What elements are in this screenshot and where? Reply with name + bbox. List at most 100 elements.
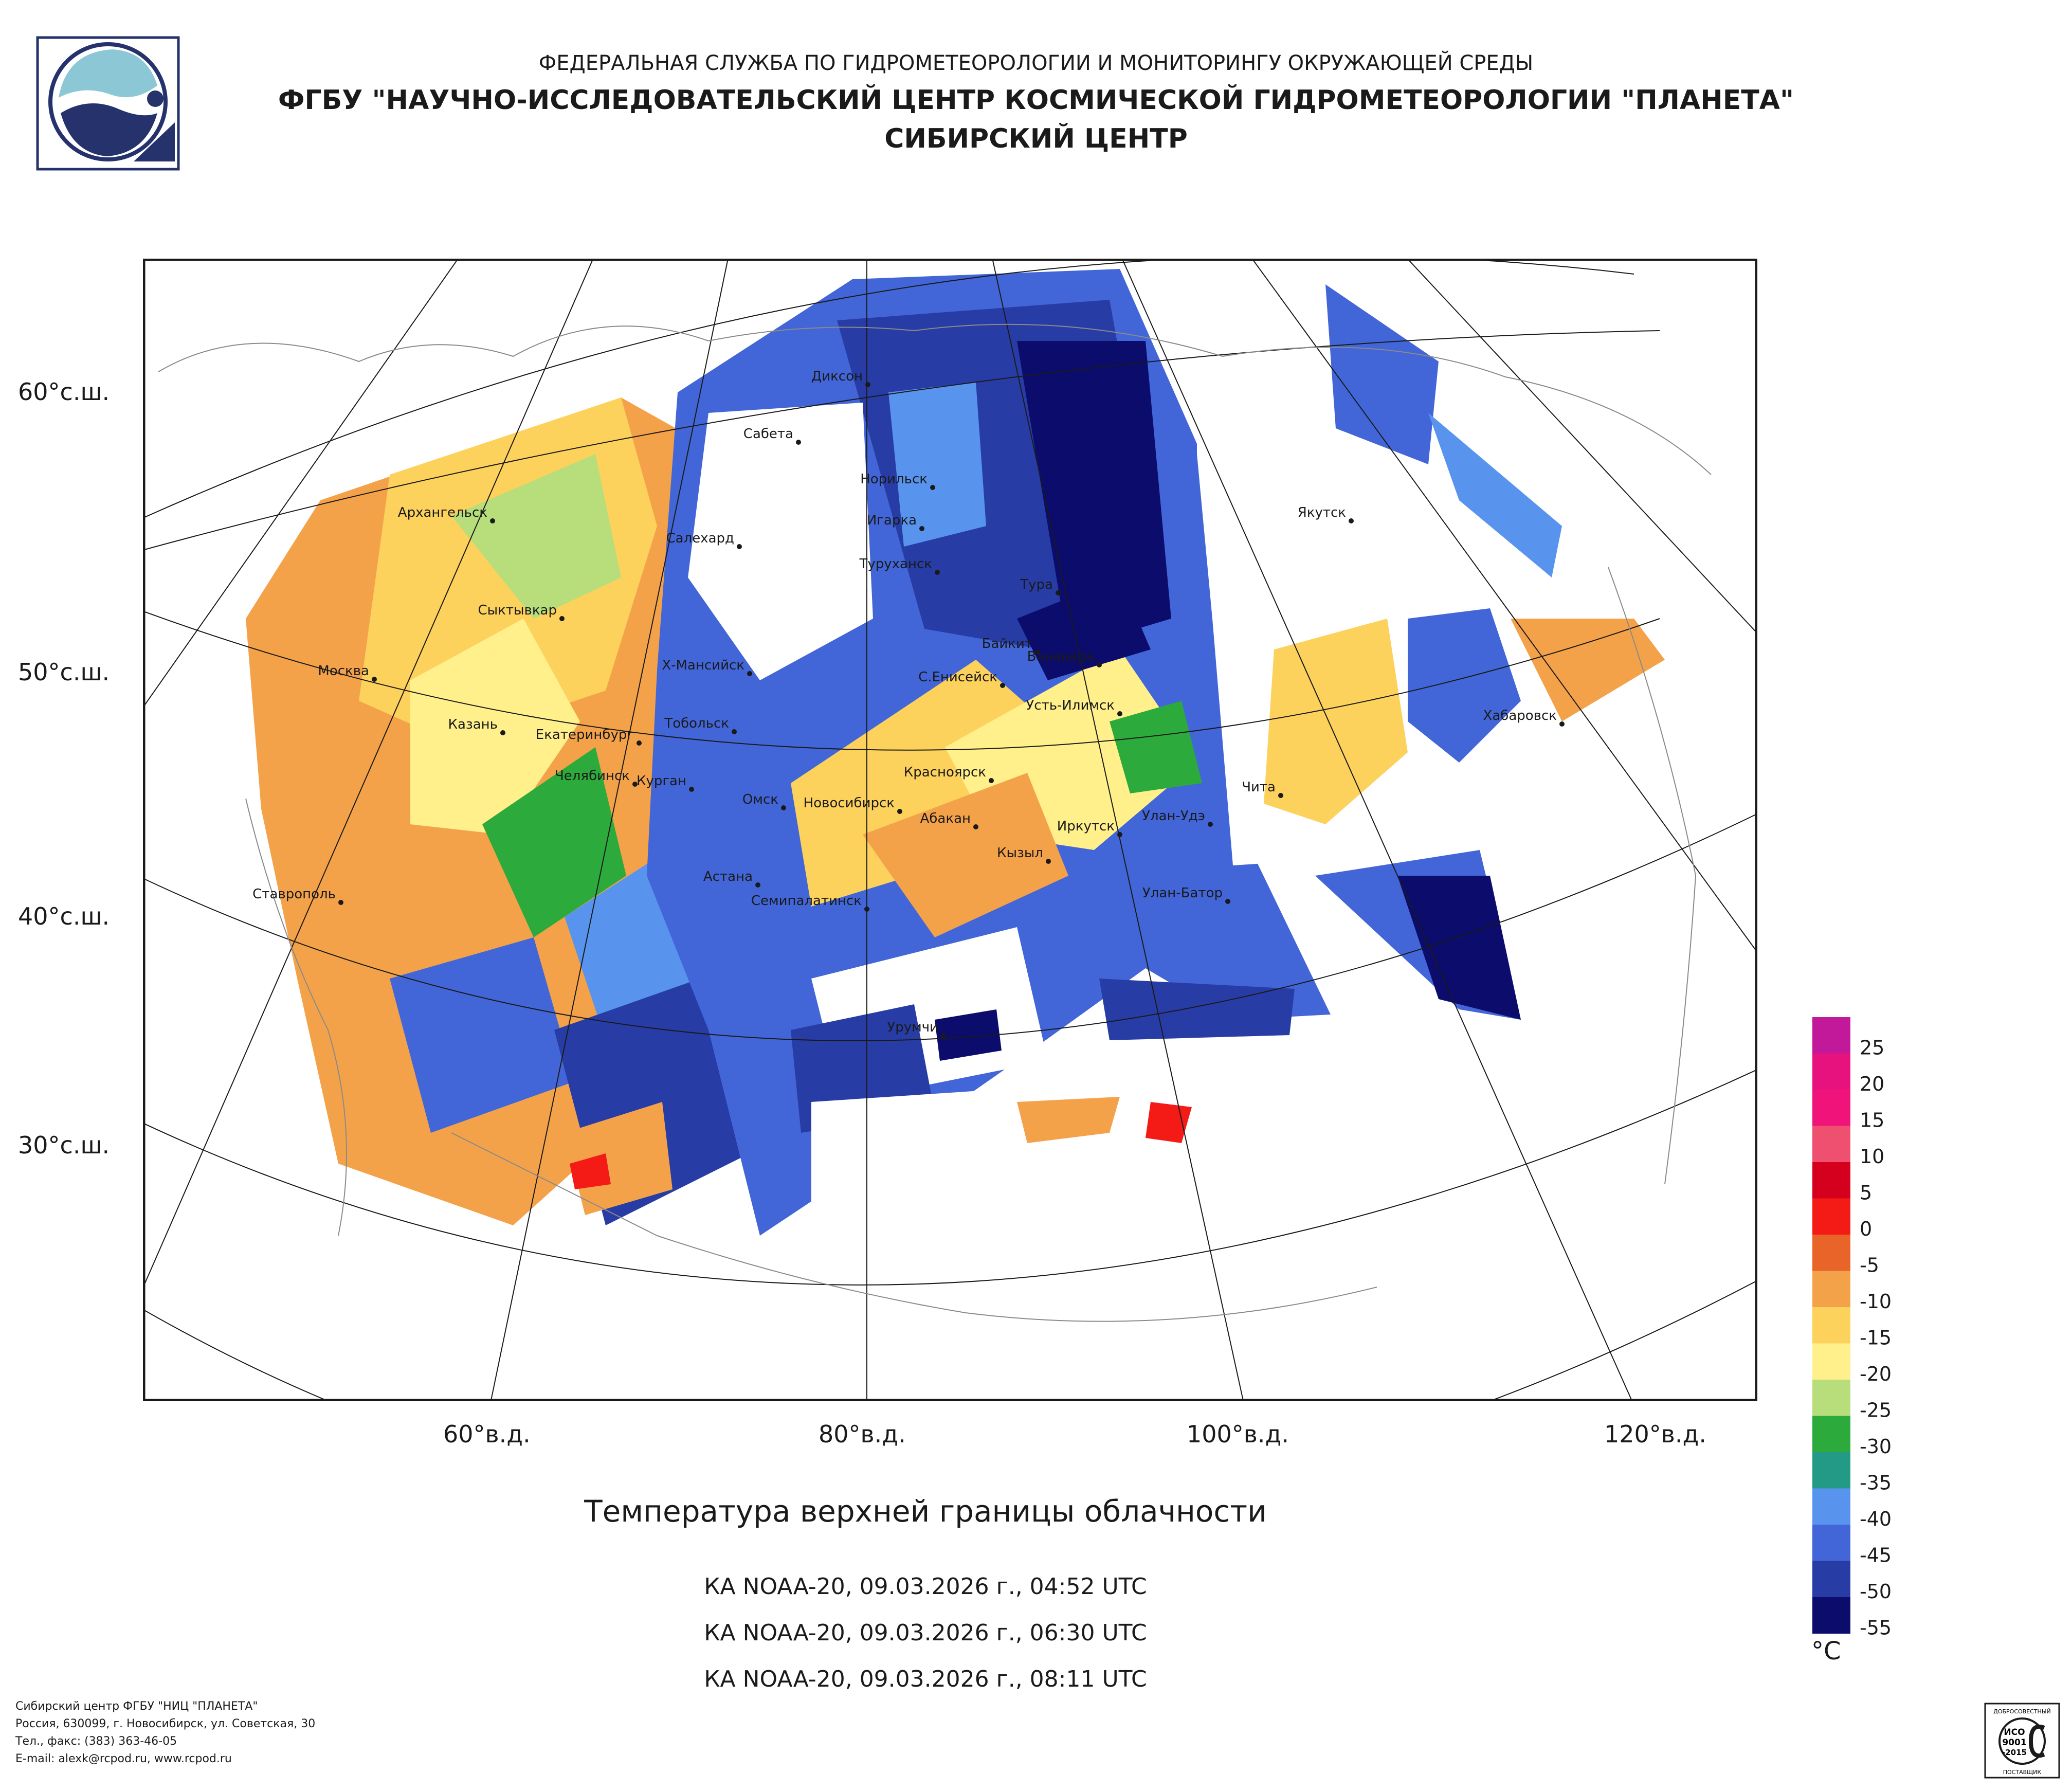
city-dot xyxy=(796,440,801,445)
city-dot xyxy=(1559,721,1565,727)
city-label: Казань xyxy=(448,717,498,732)
legend-label: 20 xyxy=(1860,1073,1884,1095)
legend-swatch xyxy=(1812,1416,1850,1453)
city-dot xyxy=(865,382,870,387)
city-label: Абакан xyxy=(920,811,971,826)
city-label: Якутск xyxy=(1298,505,1346,520)
city-dot xyxy=(989,778,994,783)
city-dot xyxy=(935,570,940,575)
legend-label: -15 xyxy=(1860,1327,1892,1349)
city-dot xyxy=(864,907,869,912)
city-label: Архангельск xyxy=(398,505,487,520)
city-dot xyxy=(973,824,978,829)
legend-label: -45 xyxy=(1860,1544,1892,1567)
cloud-top-temperature-map: Диксон Сабета Норильск Игарка Туруханск Салех… xyxy=(143,259,1757,1401)
satellite-pass-2: КА NOAA-20, 09.03.2026 г., 06:30 UTC xyxy=(704,1620,1147,1646)
city-dot xyxy=(1046,859,1051,864)
city-dot xyxy=(1117,711,1122,716)
legend-label: 0 xyxy=(1860,1218,1872,1240)
city-label: Красноярск xyxy=(904,765,986,780)
footer-phone: Тел., факс: (383) 363-46-05 xyxy=(15,1735,177,1748)
legend-swatch xyxy=(1812,1380,1850,1416)
city-dot xyxy=(637,740,642,746)
city-dot xyxy=(372,677,377,682)
city-label: Диксон xyxy=(811,369,863,384)
iso-badge-line2: 9001 xyxy=(2002,1738,2026,1748)
latitude-label-60: 60°с.ш. xyxy=(18,378,110,406)
city-dot xyxy=(559,616,565,621)
legend-swatch xyxy=(1812,1271,1850,1308)
city-label: С.Енисейск xyxy=(918,670,997,685)
city-label: Екатеринбург xyxy=(536,727,634,743)
city-label: Москва xyxy=(318,663,369,679)
satellite-pass-3: КА NOAA-20, 09.03.2026 г., 08:11 UTC xyxy=(704,1666,1147,1692)
legend-swatch xyxy=(1812,1561,1850,1598)
city-label: Кызыл xyxy=(997,845,1043,861)
legend-swatch xyxy=(1812,1162,1850,1199)
longitude-label-100: 100°в.д. xyxy=(1187,1420,1289,1448)
city-label: Курган xyxy=(637,773,686,789)
city-label: Туруханск xyxy=(859,556,932,572)
city-label: Салехард xyxy=(666,531,734,546)
city-label: Норильск xyxy=(860,472,928,487)
legend-swatch xyxy=(1812,1126,1850,1163)
city-label: Омск xyxy=(742,792,778,807)
city-label: Байкит xyxy=(982,636,1032,652)
city-label: Сабета xyxy=(743,426,793,442)
city-dot xyxy=(737,544,742,549)
city-label: Усть-Илимск xyxy=(1026,698,1115,713)
legend-label: 15 xyxy=(1860,1109,1884,1132)
legend-label: -40 xyxy=(1860,1508,1892,1530)
longitude-label-60: 60°в.д. xyxy=(443,1420,531,1448)
legend-label: -50 xyxy=(1860,1580,1892,1603)
city-dot xyxy=(941,1033,946,1038)
city-dot xyxy=(500,730,505,735)
city-dot xyxy=(1117,832,1122,837)
city-dot xyxy=(490,518,495,523)
footer-address: Россия, 630099, г. Новосибирск, ул. Сове… xyxy=(15,1717,316,1730)
satellite-swath-central xyxy=(647,269,1331,1236)
latitude-label-40: 40°с.ш. xyxy=(18,902,110,930)
city-dot xyxy=(897,809,902,814)
city-label: Урумчи xyxy=(887,1020,938,1035)
longitude-label-80: 80°в.д. xyxy=(819,1420,906,1448)
legend-label: -35 xyxy=(1860,1472,1892,1494)
satellite-pass-1: КА NOAA-20, 09.03.2026 г., 04:52 UTC xyxy=(704,1573,1147,1600)
legend-swatch xyxy=(1812,1017,1850,1054)
contact-footer: Сибирский центр ФГБУ "НИЦ "ПЛАНЕТА" Росс… xyxy=(15,1698,315,1768)
legend-swatch xyxy=(1812,1597,1850,1634)
iso-9001-badge: ДОБРОСОВЕСТНЫЙ ИСО 9001 -2015 ПОСТАВЩИК xyxy=(1984,1703,2060,1779)
city-label: Семипалатинск xyxy=(751,893,862,909)
legend-label: -10 xyxy=(1860,1290,1892,1313)
planeta-logo xyxy=(36,36,180,171)
city-dot xyxy=(632,782,638,787)
legend-label: -20 xyxy=(1860,1363,1892,1385)
legend-swatch xyxy=(1812,1343,1850,1380)
footer-org: Сибирский центр ФГБУ "НИЦ "ПЛАНЕТА" xyxy=(15,1700,258,1713)
city-dot xyxy=(919,526,924,531)
city-dot xyxy=(1097,662,1102,667)
footer-email: E-mail: alexk@rcpod.ru, www.rcpod.ru xyxy=(15,1752,232,1765)
map-title: Температура верхней границы облачности xyxy=(584,1494,1267,1529)
city-label: Иркутск xyxy=(1057,819,1115,834)
city-dot xyxy=(747,671,752,676)
longitude-label-120: 120°в.д. xyxy=(1604,1420,1706,1448)
center-title: СИБИРСКИЙ ЦЕНТР xyxy=(884,123,1188,154)
legend-label: 25 xyxy=(1860,1037,1884,1059)
city-dot xyxy=(1278,793,1283,798)
legend-swatch xyxy=(1812,1235,1850,1271)
city-dot xyxy=(1000,683,1005,688)
city-dot xyxy=(1056,590,1061,595)
legend-label: 10 xyxy=(1860,1145,1884,1168)
legend-unit: °C xyxy=(1811,1637,1841,1666)
agency-title: ФЕДЕРАЛЬНАЯ СЛУЖБА ПО ГИДРОМЕТЕОРОЛОГИИ … xyxy=(538,51,1534,75)
city-label: Игарка xyxy=(867,513,917,528)
city-dot xyxy=(1208,822,1213,827)
legend-swatch xyxy=(1812,1053,1850,1090)
city-dot xyxy=(755,882,760,888)
city-label: Сыктывкар xyxy=(478,603,557,618)
city-label: Хабаровск xyxy=(1483,708,1557,723)
city-label: Новосибирск xyxy=(804,795,895,811)
city-dot xyxy=(732,729,737,734)
legend-swatch xyxy=(1812,1307,1850,1344)
